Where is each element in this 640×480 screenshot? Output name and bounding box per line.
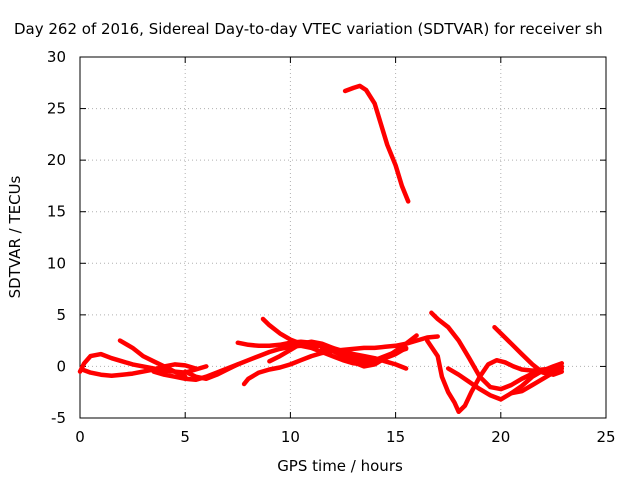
y-tick-label: 25 — [47, 100, 66, 118]
x-tick-label: 10 — [281, 428, 300, 446]
data-series-line-14 — [445, 361, 565, 402]
y-axis-title: SDTVAR / TECUs — [6, 175, 24, 298]
x-tick-label: 20 — [491, 428, 510, 446]
y-tick-label: 30 — [47, 48, 66, 66]
x-axis-title: GPS time / hours — [277, 457, 403, 475]
data-series-line-10 — [319, 333, 419, 369]
axis-ticks: 0 5 10 15 20 25 -5 0 5 10 15 20 25 30 — [47, 48, 616, 446]
y-tick-label: 0 — [56, 357, 66, 375]
x-tick-label: 0 — [75, 428, 85, 446]
plot-area-frame — [79, 56, 607, 419]
x-tick-label: 25 — [596, 428, 615, 446]
data-series-line-16 — [509, 366, 562, 396]
y-tick-label: 15 — [47, 203, 66, 221]
data-series — [77, 83, 565, 415]
data-series-line-3 — [117, 338, 188, 379]
grid-lines — [80, 57, 606, 418]
x-tick-label: 5 — [180, 428, 190, 446]
data-series-line-11 — [342, 83, 411, 204]
chart-title: Day 262 of 2016, Sidereal Day-to-day VTE… — [14, 20, 603, 38]
y-tick-label: 10 — [47, 254, 66, 272]
data-series-line-13 — [424, 338, 565, 415]
data-series-line-2 — [79, 362, 198, 378]
x-tick-label: 15 — [386, 428, 405, 446]
data-series-line-5 — [182, 343, 377, 382]
y-tick-label: 20 — [47, 151, 66, 169]
y-tick-label: -5 — [51, 409, 66, 427]
y-tick-label: 5 — [56, 306, 66, 324]
